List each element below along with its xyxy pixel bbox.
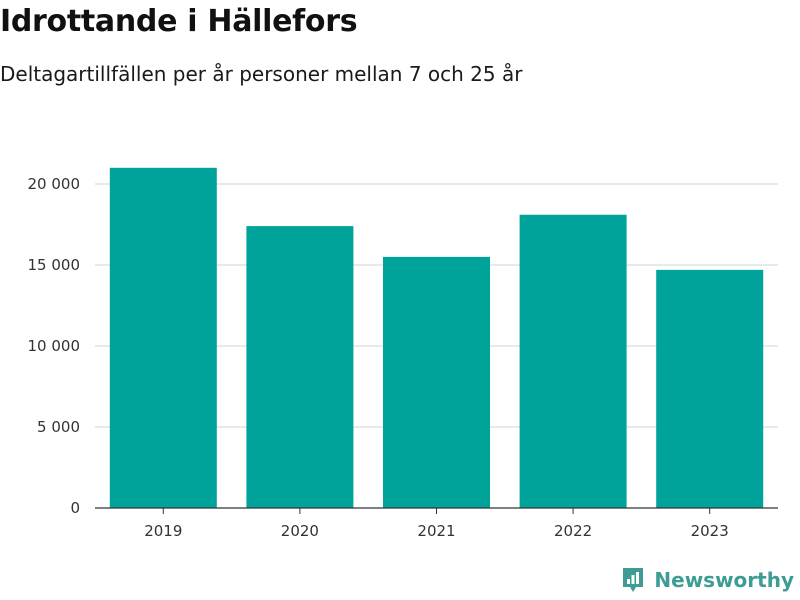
chart-title: Idrottande i Hällefors — [0, 4, 358, 39]
brand-name: Newsworthy — [654, 568, 794, 592]
y-tick-label: 0 — [70, 499, 80, 517]
x-tick-label: 2021 — [417, 522, 455, 540]
bar — [109, 167, 217, 509]
brand-logo: Newsworthy — [620, 566, 794, 594]
y-tick-label: 5 000 — [37, 418, 80, 436]
newsworthy-logo-icon — [623, 568, 644, 592]
x-tick-label: 2019 — [144, 522, 182, 540]
x-tick-label: 2020 — [281, 522, 319, 540]
y-tick-label: 15 000 — [28, 256, 81, 274]
bar — [656, 269, 764, 508]
chart-subtitle: Deltagartillfällen per år personer mella… — [0, 62, 523, 86]
bar — [519, 214, 627, 508]
y-tick-label: 20 000 — [28, 175, 81, 193]
bar — [383, 256, 490, 508]
y-tick-label: 10 000 — [28, 337, 81, 355]
x-tick-label: 2023 — [691, 522, 729, 540]
x-tick-label: 2022 — [554, 522, 592, 540]
bar — [246, 226, 354, 508]
